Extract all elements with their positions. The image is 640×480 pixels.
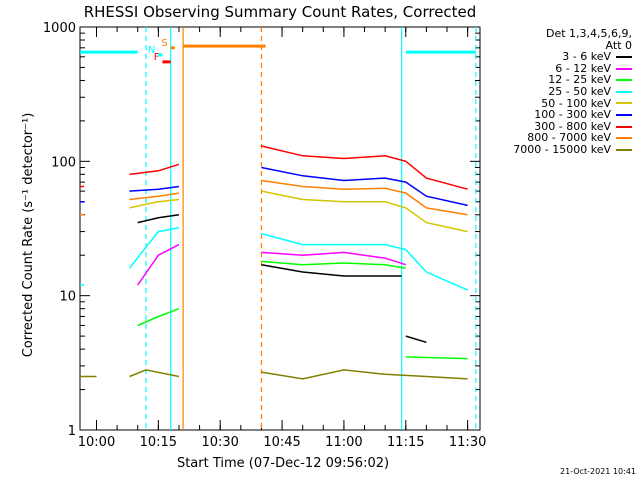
legend-entry-label: 50 - 100 keV — [541, 96, 611, 110]
flag-label: S — [161, 38, 167, 49]
series-line — [261, 369, 468, 380]
series-line — [405, 335, 427, 344]
footer-date: 21-Oct-2021 10:41 — [560, 467, 636, 476]
legend-entry: 100 - 300 keV — [472, 109, 632, 121]
legend-entry-label: 3 - 6 keV — [562, 50, 611, 64]
x-tick-label: 10:45 — [263, 435, 300, 450]
series-line — [405, 356, 468, 360]
series-line — [129, 192, 180, 201]
chart-title: RHESSI Observing Summary Count Rates, Co… — [84, 3, 477, 21]
legend-entry: 50 - 100 keV — [472, 96, 632, 110]
legend-entry-label: 12 - 25 keV — [548, 73, 611, 87]
series-line — [137, 214, 180, 224]
legend-swatch — [616, 125, 632, 128]
y-tick-label: 1 — [68, 424, 76, 439]
legend: Det 1,3,4,5,6,9, Att 0 3 - 6 keV 6 - 12 k… — [472, 28, 632, 156]
legend-entry: 7000 - 15000 keV — [472, 144, 632, 156]
legend-swatch — [616, 148, 632, 151]
legend-entry: 25 - 50 keV — [472, 86, 632, 98]
legend-swatch — [616, 137, 632, 140]
legend-subtitle: Att 0 — [605, 38, 632, 52]
series-line — [129, 198, 180, 209]
series-line — [261, 260, 406, 269]
legend-entry-label: 100 - 300 keV — [534, 108, 611, 122]
legend-entry-label: 25 - 50 keV — [548, 84, 611, 98]
flag-label: F — [154, 52, 160, 63]
series-line — [261, 251, 407, 266]
y-tick-label: 100 — [51, 155, 76, 170]
legend-swatch — [616, 113, 632, 116]
series-line — [129, 185, 180, 192]
series-line — [261, 145, 468, 190]
legend-entries: 3 - 6 keV 6 - 12 keV 12 - 25 keV 25 - 50 ke… — [472, 51, 632, 155]
series-line — [128, 227, 180, 269]
x-tick-label: 10:00 — [78, 435, 115, 450]
series-line — [129, 369, 180, 378]
series-line — [261, 166, 468, 207]
x-tick-label: 11:00 — [325, 435, 362, 450]
series-line — [261, 232, 468, 291]
x-tick-label: 10:15 — [140, 435, 177, 450]
legend-entry: 800 - 7000 keV — [472, 132, 632, 144]
y-tick-label: 10 — [59, 290, 76, 305]
plot-area: 1 10 100 1000 10:00 10:15 10:30 10:45 11:00 11:15… — [43, 21, 486, 450]
x-tick-label: 10:30 — [201, 435, 238, 450]
legend-swatch — [616, 79, 632, 82]
flag-label: N — [148, 45, 155, 56]
legend-entry-label: 300 - 800 keV — [534, 119, 611, 133]
series-line — [137, 243, 180, 286]
legend-entry: 3 - 6 keV — [472, 51, 632, 63]
series-line — [261, 179, 468, 216]
x-axis-label: Start Time (07-Dec-12 09:56:02) — [177, 456, 389, 471]
legend-entry: 6 - 12 keV — [472, 63, 632, 75]
legend-swatch — [616, 90, 632, 93]
series-line — [137, 307, 180, 327]
legend-entry: 12 - 25 keV — [472, 74, 632, 86]
plot-frame — [79, 26, 481, 431]
x-tick-label: 11:30 — [449, 435, 486, 450]
y-axis-label: Corrected Count Rate (s⁻¹ detector⁻¹) — [21, 113, 36, 358]
x-tick-label: 11:15 — [387, 435, 424, 450]
legend-entry-label: 800 - 7000 keV — [527, 131, 611, 145]
legend-title: Det 1,3,4,5,6,9, — [545, 27, 632, 40]
legend-entry-label: 7000 - 15000 keV — [513, 142, 611, 156]
series-line — [129, 163, 180, 176]
legend-swatch — [616, 55, 632, 58]
legend-entry-label: 6 - 12 keV — [555, 61, 611, 75]
legend-swatch — [616, 102, 632, 105]
series-line — [261, 263, 402, 277]
series-line — [261, 190, 468, 233]
legend-swatch — [616, 67, 632, 70]
y-tick-label: 1000 — [43, 21, 76, 36]
legend-entry: 300 - 800 keV — [472, 121, 632, 133]
